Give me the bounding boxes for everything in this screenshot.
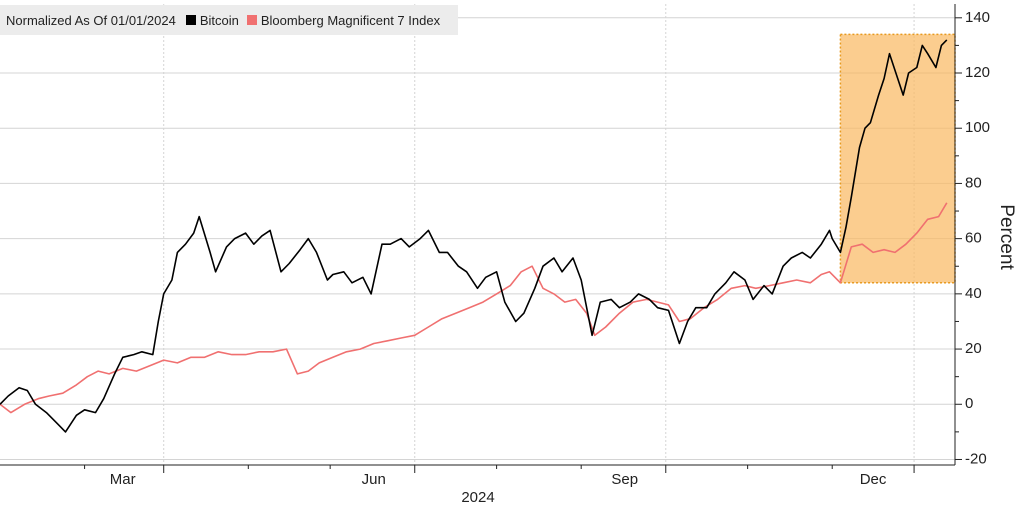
y-tick-label: 60 <box>965 230 982 247</box>
y-tick-label: 120 <box>965 64 990 81</box>
x-tick-label: Sep <box>611 471 638 488</box>
y-tick-label: 20 <box>965 340 982 357</box>
y-tick-label: 40 <box>965 285 982 302</box>
x-tick-label: Mar <box>110 471 136 488</box>
x-tick-label: Dec <box>860 471 887 488</box>
y-tick-label: 80 <box>965 174 982 191</box>
legend-item-mag7: Bloomberg Magnificent 7 Index <box>246 12 441 28</box>
year-label: 2024 <box>461 489 494 506</box>
series-line-bitcoin <box>0 39 948 433</box>
legend-swatch-bitcoin <box>185 15 196 25</box>
y-tick-label: 0 <box>965 395 973 412</box>
y-tick-label: -20 <box>965 450 987 467</box>
highlight-box <box>839 33 956 284</box>
legend-title: Normalized As Of 01/01/2024 <box>6 12 176 28</box>
x-tick-label: Jun <box>362 471 386 488</box>
legend-item-bitcoin: Bitcoin <box>185 12 239 28</box>
legend: Normalized As Of 01/01/2024 Bitcoin Bloo… <box>0 5 459 35</box>
grid-lines <box>0 4 955 465</box>
y-axis-label: Percent <box>996 204 1017 270</box>
series-lines <box>0 39 948 433</box>
x-axis: Mar Jun Sep Dec <box>0 464 955 488</box>
highlight-region <box>839 33 956 284</box>
y-axis: 140 120 100 80 60 40 20 0 -20 <box>954 4 990 467</box>
series-line-mag7 <box>0 202 948 414</box>
y-tick-label: 100 <box>965 119 990 136</box>
legend-label-mag7: Bloomberg Magnificent 7 Index <box>260 12 441 28</box>
y-tick-label: 140 <box>965 9 990 26</box>
legend-label-bitcoin: Bitcoin <box>199 12 239 28</box>
legend-swatch-mag7 <box>246 15 257 25</box>
